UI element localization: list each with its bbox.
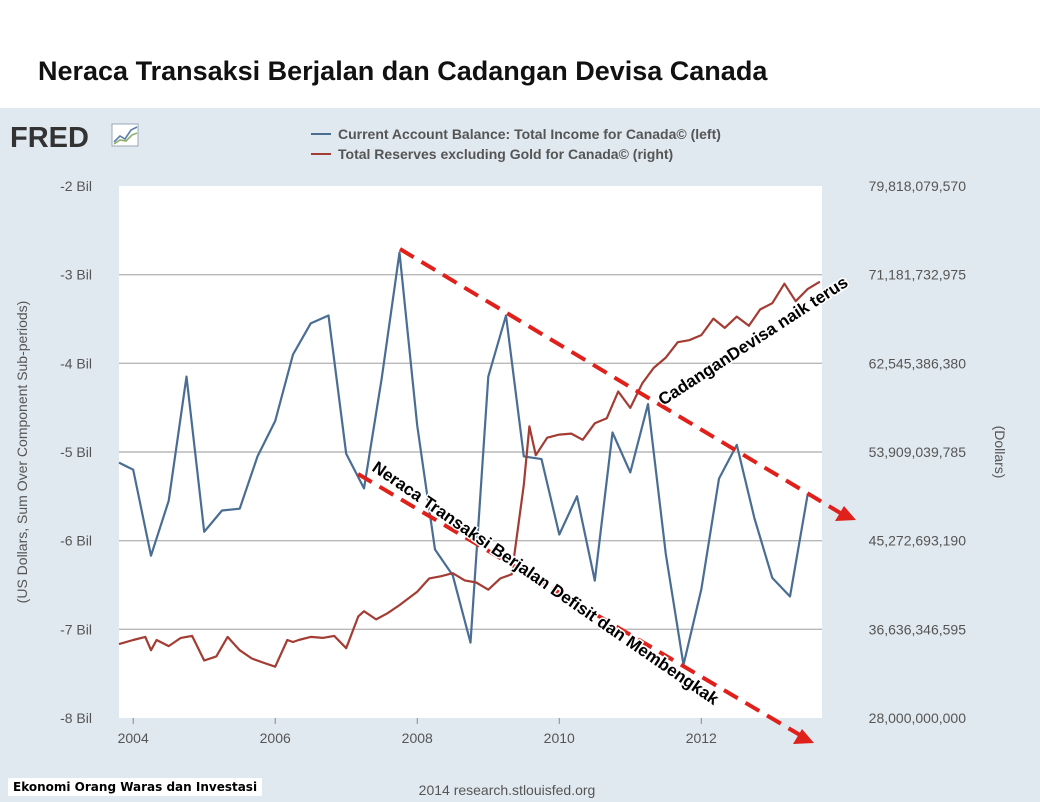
x-tick-label: 2012 [686, 730, 717, 746]
left-tick-label: -6 Bil [60, 533, 92, 549]
lower-trend-arrow [356, 472, 802, 737]
annotation-arrows [356, 247, 856, 744]
legend-label-right: Total Reserves excluding Gold for Canada… [338, 146, 673, 162]
x-tick-label: 2004 [118, 730, 149, 746]
fred-logo-icon [111, 123, 139, 147]
upper-trend-arrow [398, 247, 844, 516]
lower-trend-arrowhead [793, 729, 814, 744]
series-lines [118, 251, 821, 668]
right-tick-label: 79,818,079,570 [869, 178, 967, 194]
right-tick-label: 28,000,000,000 [869, 710, 967, 726]
right-tick-label: 45,272,693,190 [869, 533, 967, 549]
left-tick-label: -2 Bil [60, 178, 92, 194]
right-axis-title: (Dollars) [992, 426, 1008, 479]
right-tick-label: 36,636,346,595 [869, 621, 967, 637]
left-tick-label: -8 Bil [60, 710, 92, 726]
legend-label-left: Current Account Balance: Total Income fo… [338, 126, 721, 142]
page-title: Neraca Transaksi Berjalan dan Cadangan D… [38, 56, 768, 86]
axis-ticks: -2 Bil -3 Bil -4 Bil -5 Bil -6 Bil -7 Bil -8 B… [60, 178, 966, 746]
right-tick-label: 62,545,386,380 [869, 355, 967, 371]
series-line-current-account [118, 251, 809, 666]
watermark-badge: Ekonomi Orang Waras dan Investasi [8, 778, 263, 796]
left-tick-label: -7 Bil [60, 621, 92, 637]
legend: Current Account Balance: Total Income fo… [311, 126, 721, 162]
source-credit: 2014 research.stlouisfed.org [419, 782, 596, 798]
fred-logo: FRED [10, 122, 139, 154]
fred-logo-text: FRED [10, 122, 89, 154]
x-tick-label: 2008 [402, 730, 433, 746]
left-tick-label: -3 Bil [60, 267, 92, 283]
left-tick-label: -4 Bil [60, 355, 92, 371]
left-axis-title: (US Dollars, Sum Over Component Sub-peri… [14, 301, 30, 604]
right-tick-label: 53,909,039,785 [869, 444, 967, 460]
right-tick-label: 71,181,732,975 [869, 267, 967, 283]
series-line-reserves [118, 280, 821, 668]
x-tick-label: 2006 [260, 730, 291, 746]
x-tick-label: 2010 [544, 730, 575, 746]
upper-trend-arrowhead [835, 506, 856, 521]
left-tick-label: -5 Bil [60, 444, 92, 460]
